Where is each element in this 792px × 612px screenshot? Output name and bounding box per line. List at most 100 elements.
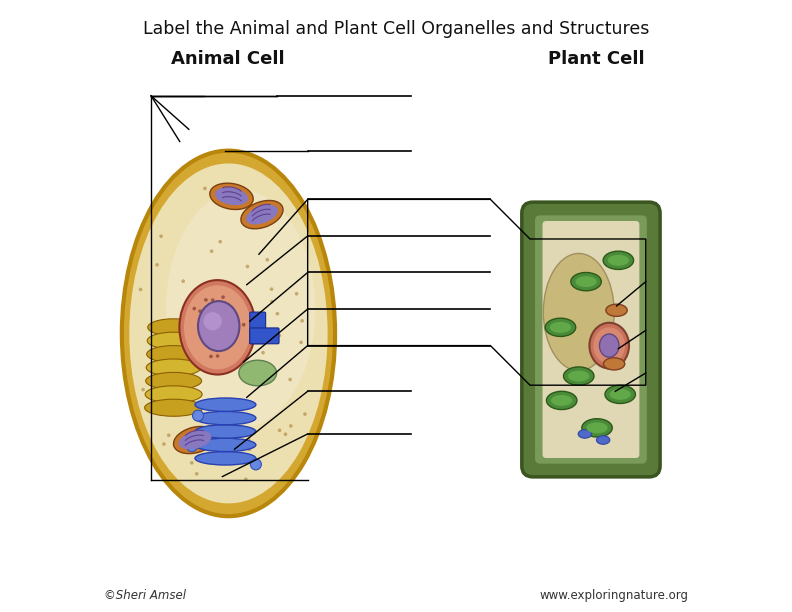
Circle shape [261, 351, 265, 354]
Circle shape [295, 292, 299, 296]
Circle shape [203, 326, 207, 329]
Ellipse shape [604, 251, 634, 269]
Circle shape [188, 375, 192, 378]
Ellipse shape [215, 187, 248, 205]
Circle shape [245, 196, 249, 200]
Circle shape [278, 428, 281, 432]
Ellipse shape [578, 430, 592, 438]
Circle shape [206, 405, 209, 409]
Circle shape [215, 354, 219, 358]
Circle shape [191, 388, 195, 392]
Circle shape [155, 263, 159, 267]
Ellipse shape [147, 359, 201, 376]
Circle shape [288, 378, 292, 381]
Circle shape [219, 340, 223, 344]
Ellipse shape [589, 323, 629, 368]
Ellipse shape [604, 358, 625, 370]
Circle shape [208, 303, 212, 307]
Circle shape [167, 433, 170, 437]
Ellipse shape [596, 436, 610, 444]
Circle shape [190, 324, 193, 327]
Ellipse shape [184, 285, 251, 370]
Circle shape [185, 318, 189, 321]
Circle shape [159, 234, 163, 238]
Circle shape [139, 288, 143, 291]
Circle shape [226, 305, 229, 309]
Circle shape [200, 326, 203, 330]
Ellipse shape [180, 280, 256, 375]
Ellipse shape [606, 304, 627, 316]
Ellipse shape [250, 459, 261, 470]
Ellipse shape [166, 190, 315, 428]
Circle shape [244, 477, 248, 481]
Ellipse shape [546, 391, 577, 409]
Circle shape [203, 187, 207, 190]
Circle shape [214, 399, 218, 403]
Ellipse shape [146, 373, 202, 389]
Circle shape [303, 412, 307, 416]
Circle shape [209, 354, 213, 358]
Circle shape [277, 334, 281, 337]
Circle shape [246, 264, 249, 268]
Circle shape [200, 329, 204, 332]
FancyBboxPatch shape [249, 312, 265, 344]
Ellipse shape [148, 319, 200, 336]
Circle shape [289, 424, 293, 428]
Circle shape [265, 258, 269, 261]
Circle shape [230, 338, 234, 341]
Ellipse shape [198, 301, 239, 351]
Circle shape [211, 298, 215, 302]
Ellipse shape [195, 411, 256, 425]
Text: www.exploringnature.org: www.exploringnature.org [539, 589, 688, 602]
Ellipse shape [145, 386, 202, 403]
Ellipse shape [551, 395, 573, 406]
Circle shape [190, 461, 193, 465]
Ellipse shape [610, 389, 631, 400]
Ellipse shape [586, 422, 607, 433]
Ellipse shape [571, 272, 601, 291]
Ellipse shape [145, 399, 203, 416]
Circle shape [248, 447, 251, 451]
Circle shape [299, 340, 303, 344]
Ellipse shape [582, 419, 612, 437]
Circle shape [219, 240, 222, 244]
Ellipse shape [246, 205, 278, 225]
Ellipse shape [607, 255, 629, 266]
Ellipse shape [593, 327, 625, 364]
FancyBboxPatch shape [249, 328, 279, 344]
Ellipse shape [239, 360, 276, 386]
FancyBboxPatch shape [522, 202, 660, 477]
Circle shape [270, 300, 274, 304]
Circle shape [187, 441, 191, 444]
Ellipse shape [204, 312, 222, 330]
Ellipse shape [195, 425, 256, 438]
Ellipse shape [122, 151, 335, 516]
Circle shape [156, 333, 159, 337]
Text: Label the Animal and Plant Cell Organelles and Structures: Label the Animal and Plant Cell Organell… [143, 20, 649, 38]
FancyBboxPatch shape [543, 221, 639, 458]
Circle shape [252, 212, 255, 216]
Circle shape [217, 308, 221, 312]
Circle shape [192, 307, 196, 310]
Ellipse shape [195, 398, 256, 411]
Ellipse shape [179, 431, 211, 449]
Circle shape [141, 388, 145, 392]
Circle shape [221, 296, 225, 299]
Ellipse shape [147, 346, 200, 363]
Ellipse shape [600, 334, 619, 357]
Ellipse shape [210, 183, 253, 209]
Circle shape [300, 319, 304, 323]
FancyBboxPatch shape [534, 214, 648, 465]
Circle shape [276, 312, 280, 316]
Ellipse shape [192, 410, 204, 421]
Ellipse shape [576, 276, 596, 287]
Ellipse shape [173, 427, 216, 453]
Circle shape [192, 325, 195, 329]
Circle shape [235, 433, 239, 436]
Ellipse shape [241, 201, 283, 229]
Circle shape [247, 438, 250, 441]
Circle shape [195, 472, 199, 476]
Ellipse shape [186, 441, 197, 452]
Circle shape [213, 335, 217, 339]
Text: Plant Cell: Plant Cell [548, 50, 645, 69]
